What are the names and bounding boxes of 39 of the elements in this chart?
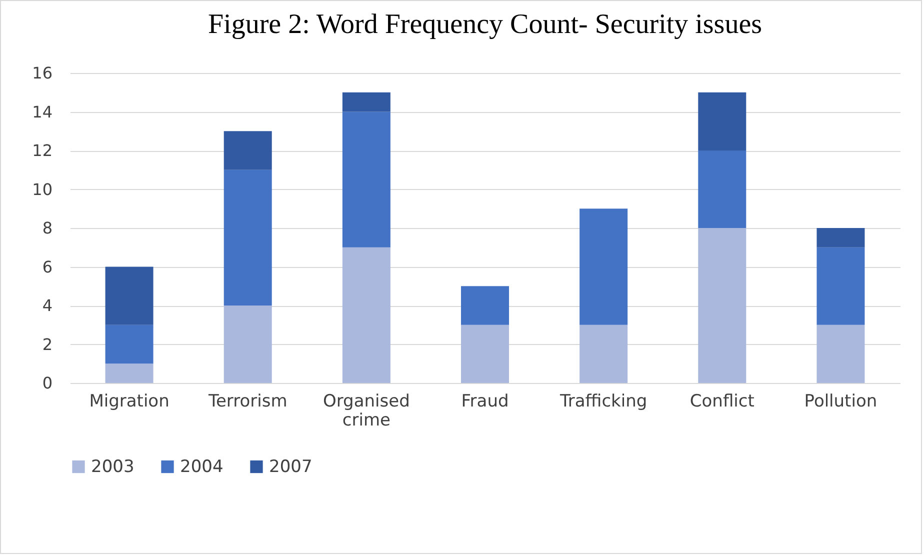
bar bbox=[698, 228, 746, 383]
y-tick-label: 0 bbox=[42, 374, 52, 392]
bar bbox=[816, 228, 865, 248]
bar bbox=[816, 324, 865, 383]
bar bbox=[224, 170, 272, 306]
x-tick-label: Pollution bbox=[804, 392, 878, 412]
bar bbox=[461, 286, 509, 325]
y-tick-label: 6 bbox=[42, 257, 52, 276]
bar bbox=[342, 92, 390, 112]
bar bbox=[461, 324, 509, 383]
bar bbox=[105, 324, 154, 364]
y-tick-label: 10 bbox=[32, 180, 52, 199]
x-tick-label: Conflict bbox=[690, 392, 755, 412]
legend-label: 2004 bbox=[180, 456, 224, 477]
y-tick-label: 16 bbox=[32, 64, 52, 82]
legend-label: 2007 bbox=[269, 456, 312, 477]
x-tick-label: Migration bbox=[89, 392, 170, 412]
x-tick-label: Trafficking bbox=[558, 392, 648, 412]
x-tick-label: Terrorism bbox=[207, 392, 288, 412]
bar bbox=[580, 324, 628, 383]
bar bbox=[342, 112, 390, 248]
y-tick-label: 2 bbox=[42, 334, 52, 354]
legend-label: 2003 bbox=[91, 456, 134, 477]
bar bbox=[580, 208, 628, 325]
bar bbox=[698, 150, 746, 228]
bar bbox=[816, 247, 865, 325]
y-tick-label: 14 bbox=[32, 102, 52, 122]
bar bbox=[698, 92, 746, 150]
y-tick-label: 4 bbox=[42, 296, 52, 315]
bar bbox=[105, 364, 154, 383]
y-tick-label: 12 bbox=[32, 141, 52, 160]
x-tick-label: Organised crime bbox=[322, 392, 410, 430]
y-tick-label: 8 bbox=[42, 218, 52, 238]
bar bbox=[105, 266, 154, 325]
bar bbox=[224, 306, 272, 383]
chart-title: Figure 2: Word Frequency Count- Security issues bbox=[208, 9, 762, 40]
bar bbox=[342, 247, 390, 383]
bar bbox=[224, 131, 272, 170]
x-tick-label: Fraud bbox=[461, 392, 509, 412]
